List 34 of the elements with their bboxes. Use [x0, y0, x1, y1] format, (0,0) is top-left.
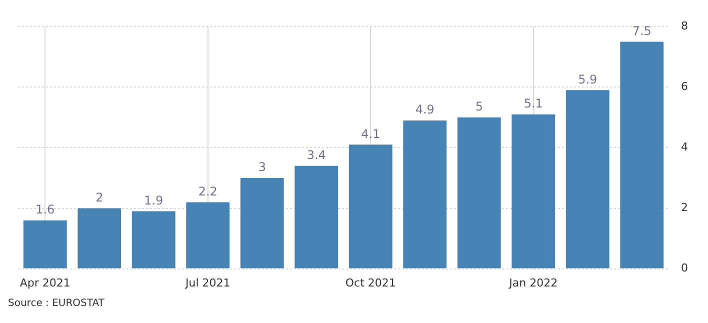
data-label: 5.9 — [578, 72, 598, 86]
bar — [348, 144, 392, 268]
bar — [132, 211, 176, 268]
y-tick-label: 8 — [681, 19, 688, 32]
data-label: 3.4 — [306, 148, 326, 162]
y-tick-label: 0 — [681, 262, 688, 275]
bar — [620, 42, 664, 268]
y-tick-label: 2 — [681, 201, 688, 214]
bar — [186, 202, 230, 268]
x-tick-label: Jan 2022 — [508, 276, 558, 290]
bar — [294, 166, 338, 268]
data-label: 3 — [258, 160, 266, 174]
bar — [566, 90, 610, 268]
data-label: 1.9 — [144, 193, 164, 208]
x-tick-label: Apr 2021 — [20, 276, 70, 290]
bar — [457, 117, 501, 268]
y-tick-label: 4 — [681, 140, 688, 154]
bar — [78, 208, 122, 268]
source-note: Source : EUROSTAT — [8, 298, 106, 309]
y-tick-label: 6 — [681, 80, 688, 94]
data-label: 2 — [96, 190, 104, 204]
x-tick-label: Oct 2021 — [345, 276, 396, 290]
bar — [512, 114, 556, 268]
data-label: 7.5 — [632, 24, 652, 38]
bar — [23, 220, 67, 268]
data-label: 4.9 — [415, 102, 434, 117]
data-label: 1.6 — [36, 202, 55, 216]
data-label: 5.1 — [524, 96, 543, 111]
data-label: 5 — [475, 100, 483, 114]
x-tick-label: Jul 2021 — [184, 276, 230, 290]
bar — [403, 120, 447, 268]
data-label: 2.2 — [198, 184, 218, 198]
bar — [240, 178, 284, 268]
data-label: 4.1 — [361, 126, 380, 141]
